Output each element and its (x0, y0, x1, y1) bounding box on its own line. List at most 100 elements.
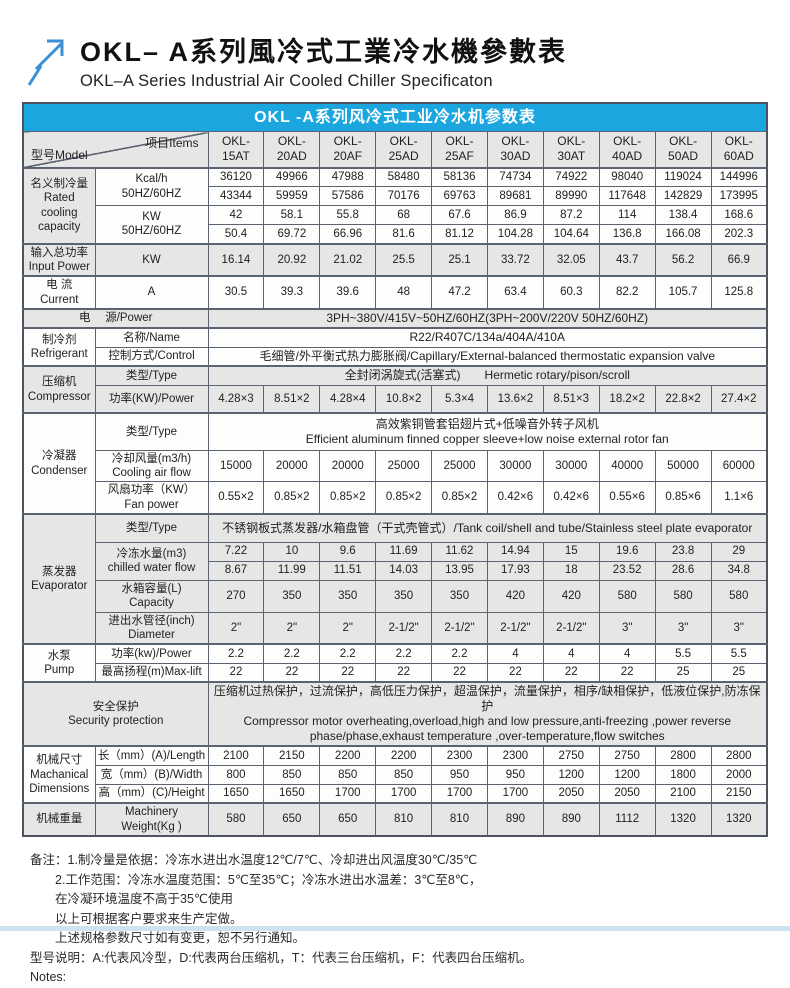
note-line: 上述规格参数尺寸如有变更，恕不另行通知。 (30, 931, 306, 945)
value-cell: 119024 (654, 166, 712, 187)
value-cell: 34.8 (710, 560, 768, 581)
item-header: 功率(KW)/Power (94, 384, 209, 414)
value-cell: 49966 (263, 166, 321, 187)
value-cell: 0.85×2 (431, 481, 488, 515)
value-cell: 30000 (542, 449, 600, 483)
value-cell: 8.51×2 (263, 384, 321, 414)
value-cell: 高效紫铜管套铝翅片式+低噪音外转子风机 Efficient aluminum f… (207, 412, 768, 451)
value-cell: 580 (710, 579, 768, 613)
value-cell: 810 (375, 802, 433, 837)
page-subtitle: OKL–A Series Industrial Air Cooled Chill… (80, 72, 493, 90)
value-cell: 580 (654, 579, 712, 613)
item-header: 控制方式/Control (94, 346, 209, 367)
value-cell: 59959 (263, 186, 321, 206)
value-cell: 16.14 (207, 242, 265, 277)
item-header: A (94, 275, 209, 310)
value-cell: 3" (710, 611, 768, 645)
model-column-header: OKL- 60AD (710, 131, 768, 168)
value-cell: 1200 (598, 764, 656, 785)
value-cell: 7.22 (207, 541, 265, 562)
value-cell: 11.51 (319, 560, 377, 581)
model-column-header: OKL- 20AD (263, 131, 321, 168)
value-cell: 105.7 (654, 275, 712, 310)
value-cell: 2.2 (319, 643, 377, 664)
value-cell: 57586 (319, 186, 377, 206)
value-cell: 1320 (710, 802, 768, 837)
value-cell: 850 (319, 764, 377, 785)
value-cell: 2800 (654, 745, 712, 766)
row-header: 蒸发器 Evaporator (22, 512, 96, 645)
value-cell: 43344 (207, 186, 265, 206)
value-cell: 420 (486, 579, 544, 613)
value-cell: 0.85×2 (319, 481, 377, 515)
model-column-header: OKL- 30AD (486, 131, 544, 168)
value-cell: 4 (542, 643, 600, 664)
value-cell: 0.42×6 (542, 481, 600, 515)
value-cell: 69763 (431, 186, 488, 206)
value-cell: 1650 (263, 783, 321, 804)
value-cell: 30000 (486, 449, 544, 483)
value-cell: 81.6 (375, 224, 433, 244)
value-cell: 11.99 (263, 560, 321, 581)
value-cell: 23.52 (598, 560, 656, 581)
model-column-header: OKL- 20AF (319, 131, 377, 168)
value-cell: 2-1/2" (486, 611, 544, 645)
value-cell: 66.96 (319, 224, 377, 244)
value-cell: 27.4×2 (710, 384, 768, 414)
item-header: Machinery Weight(Kg ) (94, 802, 209, 837)
value-cell: 136.8 (598, 224, 656, 244)
item-header: 风扇功率（KW） Fan power (94, 481, 209, 515)
item-header: 功率(kw)/Power (94, 643, 209, 664)
value-cell: 2-1/2" (542, 611, 600, 645)
item-header: 名称/Name (94, 327, 209, 348)
item-header: 宽（mm）(B)/Width (94, 764, 209, 785)
item-header: Kcal/h 50HZ/60HZ (94, 166, 209, 206)
value-cell: 2300 (431, 745, 488, 766)
value-cell: 1112 (598, 802, 656, 837)
row-header: 压缩机 Compressor (22, 365, 96, 414)
value-cell: 81.12 (431, 224, 488, 244)
value-cell: 1800 (654, 764, 712, 785)
note-line: Notes: (30, 970, 67, 984)
value-cell: 毛细管/外平衡式热力膨胀阀/Capillary/External-balance… (207, 346, 768, 367)
value-cell: 3PH~380V/415V~50HZ/60HZ(3PH~200V/220V 50… (207, 308, 768, 329)
value-cell: 89681 (486, 186, 544, 206)
value-cell: 5.3×4 (431, 384, 488, 414)
item-header: 冷却风量(m3/h) Cooling air flow (94, 449, 209, 483)
value-cell: 56.2 (654, 242, 712, 277)
value-cell: 66.9 (710, 242, 768, 277)
value-cell: 15000 (207, 449, 265, 483)
value-cell: 2750 (542, 745, 600, 766)
value-cell: 39.3 (263, 275, 321, 310)
value-cell: 850 (263, 764, 321, 785)
value-cell: 166.08 (654, 224, 712, 244)
value-cell: 2200 (375, 745, 433, 766)
value-cell: 2" (319, 611, 377, 645)
value-cell: 2800 (710, 745, 768, 766)
item-header: KW 50HZ/60HZ (94, 205, 209, 244)
value-cell: 10 (263, 541, 321, 562)
value-cell: 82.2 (598, 275, 656, 310)
value-cell: 1200 (542, 764, 600, 785)
row-header: 冷凝器 Condenser (22, 412, 96, 515)
value-cell: 1700 (375, 783, 433, 804)
value-cell: 0.55×6 (598, 481, 656, 515)
value-cell: 25.1 (431, 242, 488, 277)
value-cell: 270 (207, 579, 265, 613)
value-cell: 2150 (710, 783, 768, 804)
note-line: 2.工作范围：冷冻水温度范围：5℃至35℃；冷冻水进出水温差：3℃至8℃， (30, 872, 482, 887)
model-column-header: OKL- 25AF (431, 131, 488, 168)
value-cell: 2150 (263, 745, 321, 766)
value-cell: 350 (431, 579, 488, 613)
value-cell: 32.05 (542, 242, 600, 277)
item-header: 类型/Type (94, 365, 209, 386)
value-cell: 23.8 (654, 541, 712, 562)
spec-table: OKL -A系列风冷式工业冷水机参数表 型号Model 项目Items OKL- 15… (22, 102, 768, 837)
value-cell: 13.6×2 (486, 384, 544, 414)
value-cell: 2750 (598, 745, 656, 766)
value-cell: 60.3 (542, 275, 600, 310)
value-cell: 2.2 (431, 643, 488, 664)
value-cell: 0.85×6 (654, 481, 712, 515)
page-header: OKL– A系列風冷式工業冷水機參數表 OKL–A Series Industr… (0, 0, 790, 91)
note-line: 以上可根据客户要求来生产定做。 (30, 911, 243, 926)
